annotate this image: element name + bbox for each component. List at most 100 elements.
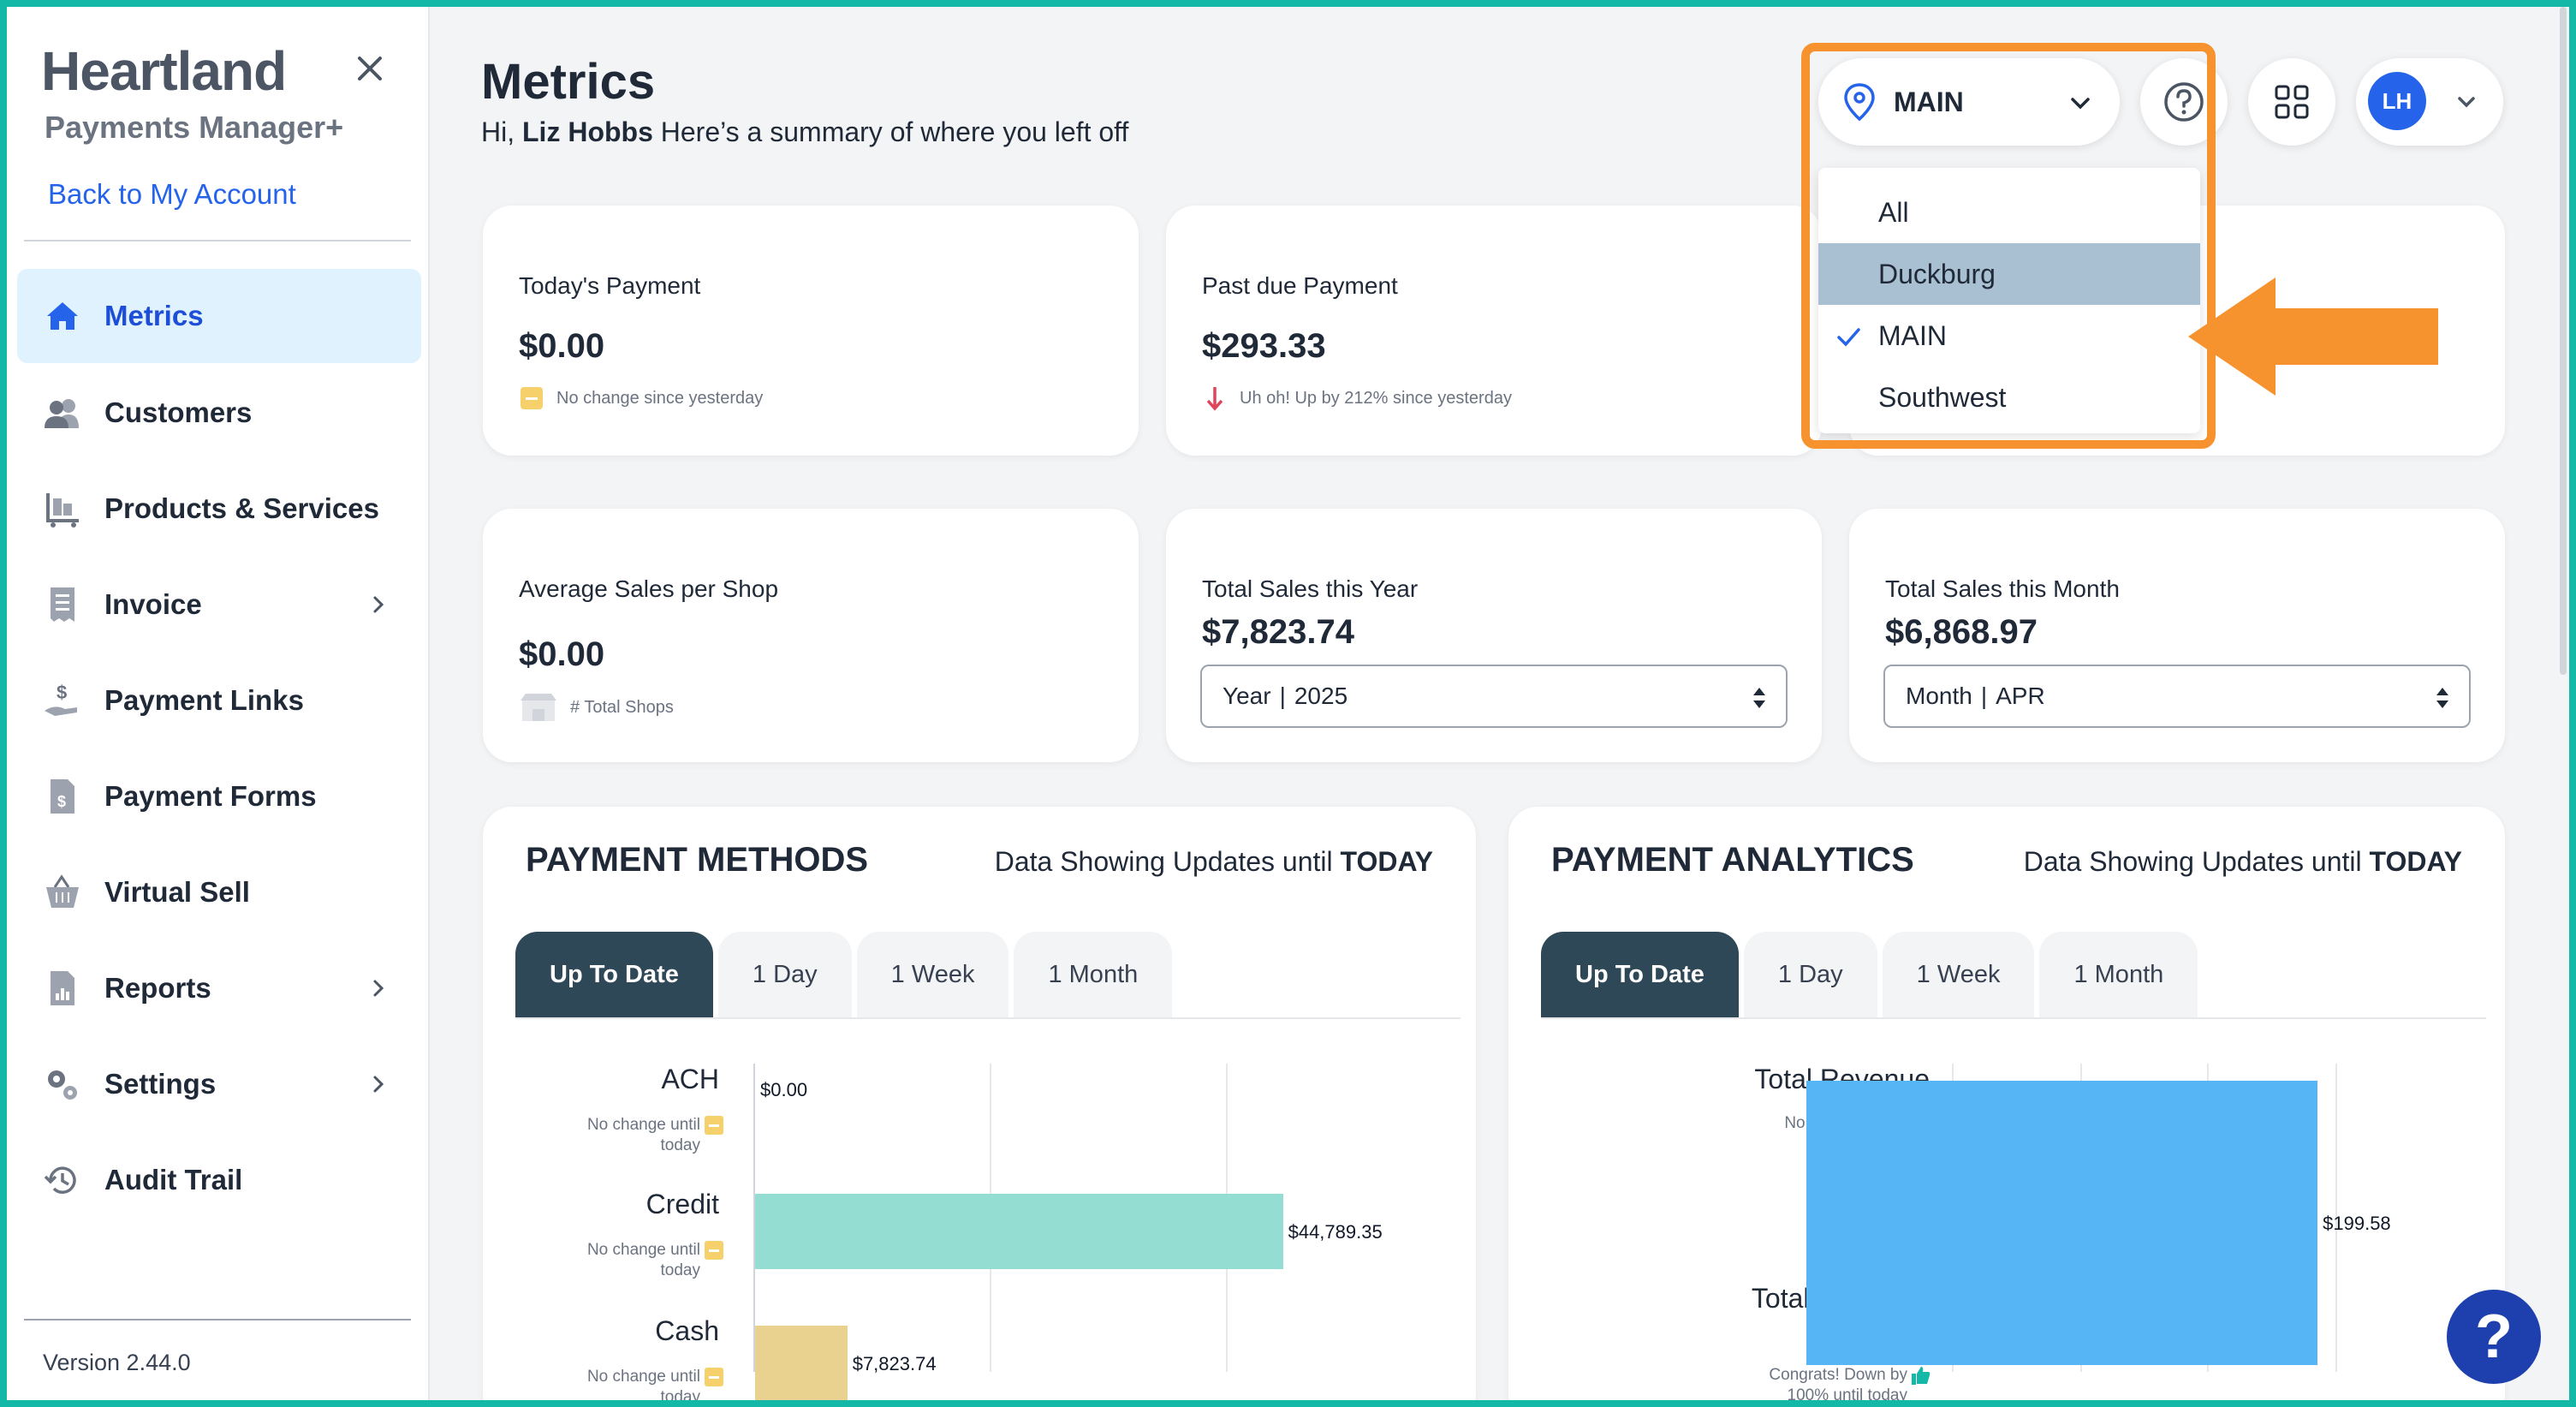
sidebar-footer-divider	[24, 1319, 411, 1321]
apps-button[interactable]	[2248, 58, 2335, 146]
chevron-down-icon	[2458, 97, 2475, 108]
sidebar-item-label: Virtual Sell	[104, 876, 250, 908]
category-label-ach: ACH	[661, 1064, 719, 1094]
sidebar-item-invoice[interactable]: Invoice	[17, 557, 421, 653]
sidebar-nav: Metrics Customers Products & Services In…	[17, 269, 421, 1228]
sidebar-item-label: Reports	[104, 972, 211, 1004]
avatar: LH	[2368, 72, 2426, 130]
gridline	[2335, 1064, 2337, 1372]
tab-1-week[interactable]: 1 Week	[856, 932, 1009, 1017]
reports-icon	[43, 969, 82, 1008]
chart-bar	[755, 1194, 1283, 1269]
select-value: 2025	[1294, 683, 1348, 709]
card-note-text: Uh oh! Up by 212% since yesterday	[1240, 388, 1512, 408]
sidebar-item-customers[interactable]: Customers	[17, 365, 421, 461]
back-to-account-link[interactable]: Back to My Account	[48, 178, 296, 210]
month-select[interactable]: Month | APR	[1883, 665, 2471, 728]
help-chat-button[interactable]: ?	[2447, 1290, 2541, 1384]
close-icon[interactable]	[348, 46, 392, 91]
card-value: $293.33	[1202, 327, 1326, 365]
location-option-label: MAIN	[1878, 319, 1947, 351]
select-arrows-icon	[1753, 688, 1765, 708]
user-name: Liz Hobbs	[522, 116, 653, 147]
payment-analytics-panel: PAYMENT ANALYTICS Data Showing Updates u…	[1508, 807, 2505, 1407]
card-label: Total Sales this Year	[1202, 575, 1419, 602]
card-label: Average Sales per Shop	[519, 575, 779, 602]
sidebar-item-metrics[interactable]: Metrics	[17, 269, 421, 363]
annotation-arrow-icon	[2188, 277, 2438, 396]
tab-1-month[interactable]: 1 Month	[1014, 932, 1173, 1017]
year-select[interactable]: Year | 2025	[1200, 665, 1788, 728]
panel-subtitle-bold: TODAY	[2369, 846, 2462, 877]
bar-value-label: $7,823.74	[852, 1353, 937, 1374]
sidebar-item-reports[interactable]: Reports	[17, 940, 421, 1036]
no-change-icon	[521, 387, 543, 409]
page-scrollbar[interactable]	[2560, 7, 2567, 675]
sidebar-item-payment-links[interactable]: $ Payment Links	[17, 653, 421, 748]
chevron-right-icon	[373, 1076, 384, 1093]
category-note: No change until today	[587, 1240, 700, 1281]
chart-axis	[753, 1064, 755, 1372]
shop-icon	[521, 694, 556, 721]
payment-methods-tabs: Up To Date 1 Day 1 Week 1 Month	[515, 932, 1177, 1017]
home-icon	[43, 296, 82, 336]
location-pin-icon	[1844, 83, 1875, 122]
category-note: No change until today	[587, 1367, 700, 1407]
location-option-main[interactable]: MAIN	[1818, 305, 2200, 367]
greeting: Hi, Liz Hobbs Here’s a summary of where …	[481, 116, 1128, 148]
panel-subtitle-prefix: Data Showing Updates until	[2023, 846, 2370, 877]
tab-up-to-date[interactable]: Up To Date	[515, 932, 713, 1017]
card-label: Today's Payment	[519, 272, 701, 299]
panel-subtitle: Data Showing Updates until TODAY	[995, 846, 1433, 878]
card-value: $7,823.74	[1202, 613, 1354, 651]
note-line: No change until	[586, 1241, 700, 1259]
tab-up-to-date[interactable]: Up To Date	[1541, 932, 1739, 1017]
svg-text:$: $	[57, 793, 66, 810]
location-option-duckburg[interactable]: Duckburg	[1818, 243, 2200, 305]
question-circle-icon	[2164, 82, 2204, 122]
sidebar-item-label: Products & Services	[104, 492, 379, 524]
location-selector[interactable]: MAIN	[1818, 58, 2120, 146]
chevron-right-icon	[373, 596, 384, 613]
tab-1-day[interactable]: 1 Day	[1743, 932, 1877, 1017]
payment-analytics-tabs: Up To Date 1 Day 1 Week 1 Month	[1541, 932, 2203, 1017]
todays-payment-card: Today's Payment $0.00 No change since ye…	[483, 206, 1139, 456]
category-label-cash: Cash	[655, 1315, 719, 1346]
sidebar-item-settings[interactable]: Settings	[17, 1036, 421, 1132]
sidebar-item-products-services[interactable]: Products & Services	[17, 461, 421, 557]
logo-title: Heartland	[41, 40, 287, 102]
panel-subtitle: Data Showing Updates until TODAY	[2024, 846, 2462, 878]
category-label-credit: Credit	[645, 1189, 719, 1219]
panel-subtitle-prefix: Data Showing Updates until	[994, 846, 1341, 877]
card-note: # Total Shops	[519, 692, 674, 723]
gears-icon	[43, 1064, 82, 1104]
tab-1-week[interactable]: 1 Week	[1882, 932, 2035, 1017]
select-value: APR	[1996, 683, 2045, 709]
total-sales-month-card: Total Sales this Month $6,868.97 Month | A…	[1849, 509, 2505, 762]
products-icon	[43, 489, 82, 528]
bar-value-label: $199.58	[2323, 1213, 2391, 1234]
sidebar-item-label: Audit Trail	[104, 1164, 243, 1195]
location-option-all[interactable]: All	[1878, 196, 1909, 228]
tab-1-day[interactable]: 1 Day	[717, 932, 852, 1017]
select-separator: |	[1279, 683, 1286, 709]
note-line: No change until	[586, 1368, 700, 1386]
note-line: today	[660, 1388, 700, 1406]
card-label: Past due Payment	[1202, 272, 1398, 299]
card-label: Total Sales this Month	[1885, 575, 2120, 602]
card-value: $0.00	[519, 327, 605, 365]
logo-subtitle: Payments Manager+	[45, 110, 344, 145]
past-due-payment-card: Past due Payment $293.33 Uh oh! Up by 21…	[1166, 206, 1822, 456]
tab-1-month[interactable]: 1 Month	[2039, 932, 2198, 1017]
note-line: No change until	[586, 1116, 700, 1134]
sidebar-item-payment-forms[interactable]: $ Payment Forms	[17, 748, 421, 844]
chart-bar	[755, 1326, 848, 1401]
note-line: Congrats! Down by	[1769, 1366, 1907, 1384]
sidebar-item-virtual-sell[interactable]: Virtual Sell	[17, 844, 421, 940]
sidebar-item-audit-trail[interactable]: Audit Trail	[17, 1132, 421, 1228]
select-separator: |	[1980, 683, 1988, 709]
user-menu-button[interactable]: LH	[2356, 58, 2503, 146]
card-note: No change since yesterday	[519, 385, 763, 411]
no-change-icon	[705, 1368, 723, 1386]
location-option-southwest[interactable]: Southwest	[1878, 381, 2007, 413]
